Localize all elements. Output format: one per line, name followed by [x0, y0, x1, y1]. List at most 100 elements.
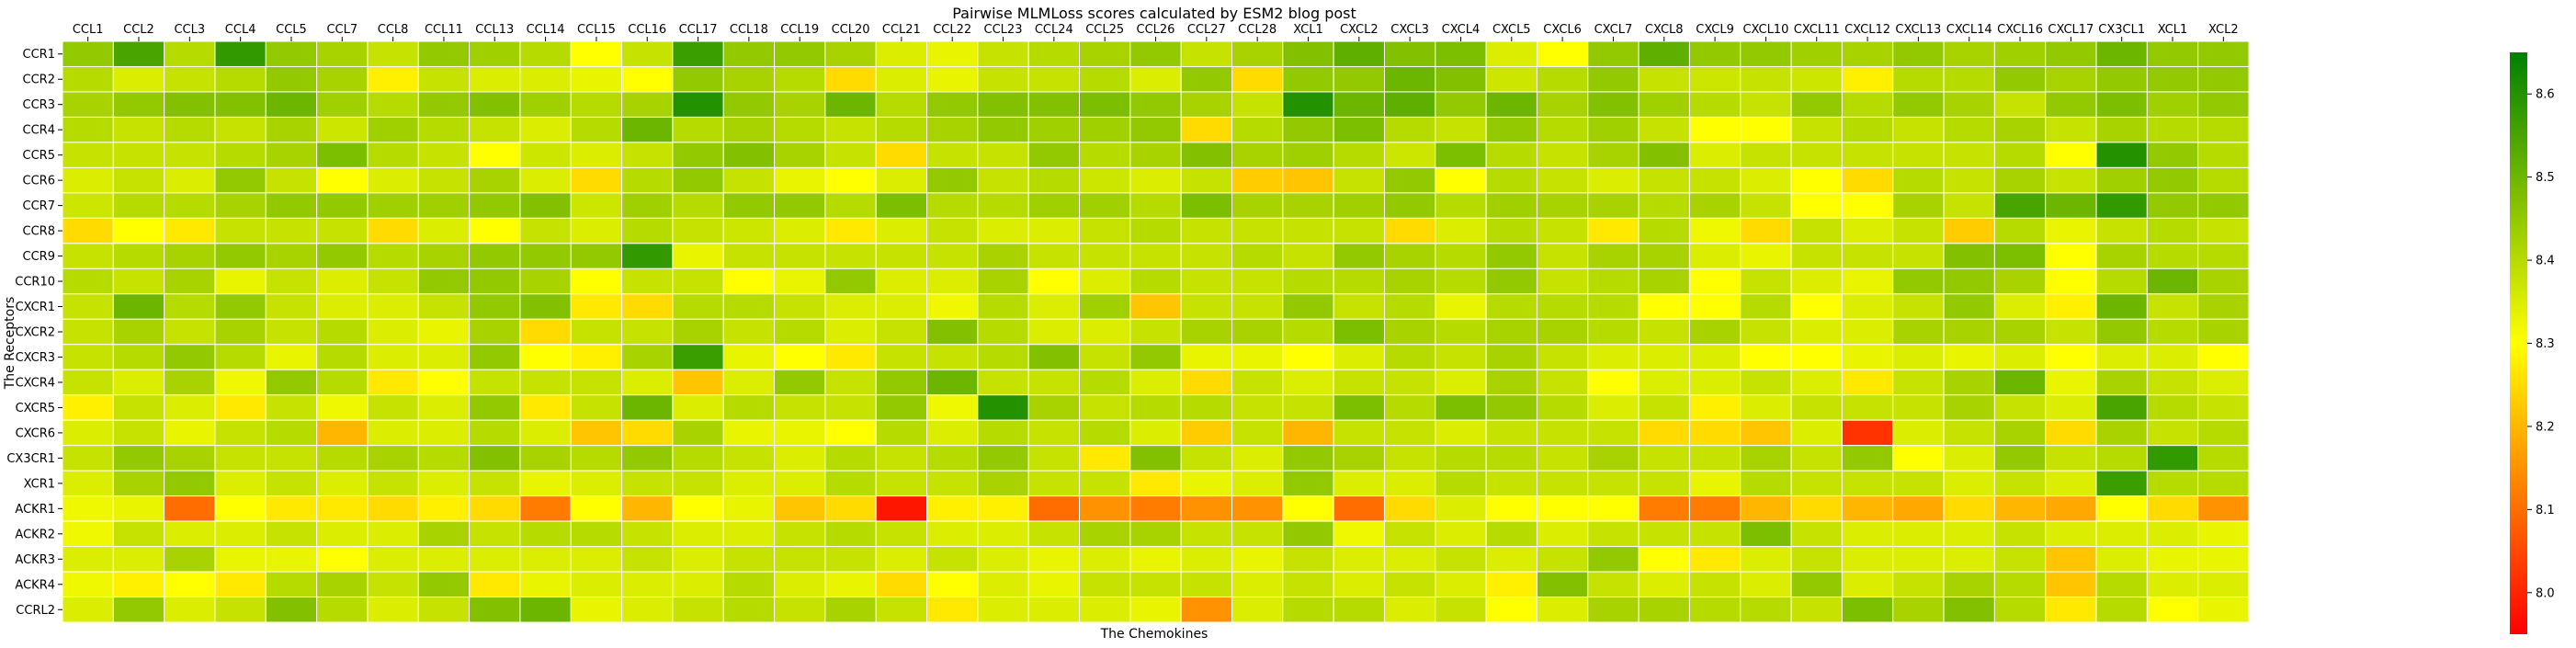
- heatmap-cell: [214, 546, 267, 573]
- heatmap-cell: [875, 293, 928, 320]
- heatmap-cell: [977, 394, 1029, 421]
- heatmap-cell: [164, 571, 216, 598]
- heatmap-cell: [367, 65, 419, 93]
- heatmap-cell: [926, 91, 979, 118]
- heatmap-cell: [519, 192, 572, 219]
- heatmap-cell: [1231, 267, 1284, 295]
- heatmap-cell: [1027, 597, 1081, 623]
- heatmap-cell: [824, 318, 877, 346]
- heatmap-cell: [1740, 571, 1792, 598]
- heatmap-cell: [672, 470, 724, 497]
- heatmap-cell: [774, 91, 826, 118]
- heatmap-cell: [367, 394, 419, 421]
- heatmap-cell: [1231, 293, 1284, 320]
- heatmap-cell: [1688, 344, 1742, 370]
- heatmap-cell: [62, 546, 114, 573]
- heatmap-cell: [519, 243, 572, 269]
- heatmap-cell: [62, 91, 114, 118]
- heatmap-cell: [2146, 445, 2199, 472]
- heatmap-cell: [2095, 293, 2148, 320]
- heatmap-cell: [214, 65, 267, 93]
- heatmap-cell: [164, 369, 216, 396]
- x-tick-label: CCL20: [832, 23, 870, 37]
- heatmap-cell: [1892, 344, 1945, 370]
- x-tick-label: CXCL3: [1390, 23, 1429, 37]
- heatmap-cell: [417, 394, 471, 421]
- heatmap-cell: [1079, 166, 1131, 194]
- heatmap-cell: [1587, 495, 1640, 522]
- heatmap-cell: [112, 597, 165, 623]
- heatmap-cell: [1180, 116, 1232, 143]
- heatmap-cell: [722, 142, 776, 168]
- heatmap-cell: [112, 192, 165, 219]
- heatmap-cell: [1587, 470, 1640, 497]
- heatmap-cell: [1180, 394, 1232, 421]
- y-tick-label: ACKR4: [15, 578, 55, 592]
- heatmap-cell: [1485, 419, 1538, 447]
- heatmap-cell: [926, 40, 979, 67]
- heatmap-cell: [1638, 520, 1690, 548]
- heatmap-cell: [1638, 65, 1690, 93]
- colorbar-tick-label: 8.3: [2536, 337, 2555, 351]
- heatmap-cell: [875, 318, 928, 346]
- heatmap-cell: [570, 243, 623, 269]
- heatmap-cell: [2146, 217, 2199, 244]
- heatmap-cell: [926, 394, 979, 421]
- heatmap-cell: [875, 597, 928, 623]
- heatmap-cell: [1129, 394, 1182, 421]
- heatmap-cell: [1638, 470, 1690, 497]
- heatmap-cell: [1027, 394, 1081, 421]
- heatmap-cell: [62, 394, 114, 421]
- heatmap-cell: [469, 597, 521, 623]
- heatmap-cell: [316, 293, 369, 320]
- heatmap-cell: [672, 318, 724, 346]
- heatmap-cell: [1231, 369, 1284, 396]
- heatmap-cell: [1129, 217, 1182, 244]
- heatmap-cell: [570, 495, 623, 522]
- heatmap-cell: [824, 293, 877, 320]
- heatmap-cell: [722, 597, 776, 623]
- heatmap-cell: [977, 40, 1029, 67]
- heatmap-cell: [1536, 419, 1589, 447]
- heatmap-cell: [1180, 470, 1232, 497]
- heatmap-cell: [875, 116, 928, 143]
- heatmap-cell: [1383, 116, 1436, 143]
- y-tick-label: CXCR5: [16, 402, 55, 415]
- heatmap-cell: [1333, 217, 1385, 244]
- heatmap-cell: [774, 546, 826, 573]
- colorbar-tick-label: 8.4: [2536, 255, 2555, 268]
- heatmap-cell: [2045, 318, 2097, 346]
- heatmap-cell: [1180, 65, 1232, 93]
- heatmap-cell: [1790, 419, 1843, 447]
- heatmap-cell: [824, 394, 877, 421]
- heatmap-cell: [570, 293, 623, 320]
- heatmap-cell: [2045, 571, 2097, 598]
- heatmap-cell: [1282, 344, 1334, 370]
- x-tick-label: CCL16: [628, 23, 666, 37]
- y-tick-label: CXCR1: [16, 301, 55, 314]
- heatmap-cell: [672, 192, 724, 219]
- heatmap-cell: [164, 470, 216, 497]
- heatmap-cell: [1892, 470, 1945, 497]
- heatmap-cell: [1638, 546, 1690, 573]
- heatmap-cell: [1282, 142, 1334, 168]
- heatmap-cell: [1383, 597, 1436, 623]
- x-tick-label: XCL1: [2158, 23, 2188, 37]
- heatmap-cell: [2197, 293, 2250, 320]
- heatmap-cell: [1790, 166, 1843, 194]
- heatmap-cell: [2095, 166, 2148, 194]
- heatmap-cell: [1435, 40, 1487, 67]
- heatmap-cell: [926, 495, 979, 522]
- heatmap-cell: [722, 318, 776, 346]
- heatmap-cell: [1993, 142, 2047, 168]
- heatmap-cell: [1333, 318, 1385, 346]
- heatmap-cell: [774, 166, 826, 194]
- heatmap-cell: [1943, 40, 1995, 67]
- heatmap-cell: [875, 166, 928, 194]
- heatmap-cell: [2197, 546, 2250, 573]
- heatmap-cell: [1383, 243, 1436, 269]
- heatmap-cell: [2045, 520, 2097, 548]
- heatmap-cell: [1943, 495, 1995, 522]
- heatmap-cell: [164, 445, 216, 472]
- heatmap-cell: [2045, 267, 2097, 295]
